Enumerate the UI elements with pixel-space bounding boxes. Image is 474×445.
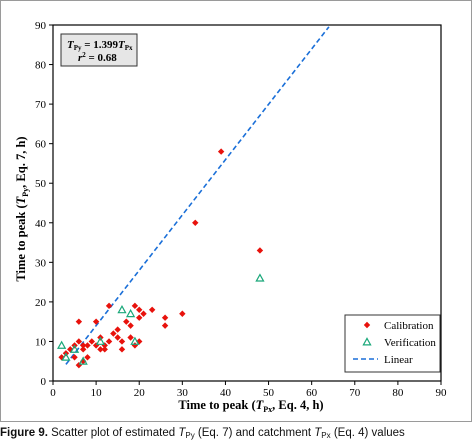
- x-axis-ticks: 0 10 20 30 40 50 60 70 80 90: [50, 381, 447, 399]
- figure-caption: Figure 9. Scatter plot of estimated TPy …: [0, 427, 405, 440]
- legend: Calibration Verification Linear: [344, 314, 441, 373]
- legend-label-calibration: Calibration: [384, 320, 434, 332]
- linear-trend-line: [65, 26, 330, 365]
- y-tick-label: 10: [35, 336, 47, 348]
- calibration-point: [88, 338, 95, 345]
- x-tick-label: 80: [392, 387, 404, 399]
- y-tick-label: 40: [35, 218, 47, 230]
- calibration-point: [75, 338, 83, 345]
- verification-point: [61, 352, 71, 361]
- calibration-point: [101, 346, 108, 353]
- calibration-point: [84, 342, 91, 349]
- plot-area-border: [52, 24, 442, 382]
- legend-item-calibration: Calibration: [363, 320, 434, 332]
- y-tick-label: 50: [35, 178, 47, 190]
- calibration-point: [92, 318, 100, 325]
- calibration-point: [79, 342, 87, 349]
- x-tick-label: 10: [91, 387, 103, 399]
- legend-marker-calibration: [363, 321, 371, 329]
- calibration-point: [161, 322, 169, 329]
- y-axis-ticks: 0 10 20 30 40 50 60 70 80 90: [35, 20, 53, 388]
- calibration-point: [105, 338, 113, 345]
- calibration-point: [127, 334, 134, 341]
- caption-label: Figure 9.: [0, 427, 48, 439]
- x-axis-label: Time to peak (TPx, Eq. 4, h): [178, 398, 323, 414]
- calibration-point: [140, 310, 147, 317]
- calibration-point: [179, 310, 186, 317]
- equation-box: TPy = 1.399TPx r2 = 0.68: [60, 33, 138, 67]
- y-tick-label: 30: [35, 257, 47, 269]
- calibration-point: [97, 346, 104, 353]
- calibration-point: [136, 314, 143, 321]
- legend-item-linear: Linear: [353, 354, 413, 366]
- y-tick-label: 70: [35, 99, 47, 111]
- legend-label-verification: Verification: [384, 337, 436, 349]
- verification-point: [57, 340, 67, 349]
- verification-point: [117, 304, 127, 314]
- x-tick-label: 0: [50, 387, 56, 399]
- x-tick-label: 50: [263, 387, 275, 399]
- calibration-point: [118, 346, 126, 353]
- trend-line-layer: [65, 26, 330, 365]
- verification-point: [78, 356, 88, 365]
- y-tick-label: 0: [41, 376, 47, 388]
- legend-marker-verification: [362, 337, 372, 346]
- y-tick-label: 60: [35, 139, 47, 151]
- calibration-point: [161, 314, 169, 321]
- scatter-chart: 0 10 20 30 40 50 60 70 80 90 0102030405060708090 …: [14, 20, 447, 414]
- verification-point: [95, 336, 106, 345]
- calibration-point: [75, 361, 83, 369]
- calibration-point: [131, 302, 139, 310]
- calibration-point: [131, 342, 139, 349]
- calibration-point: [118, 338, 126, 345]
- calibration-point: [192, 219, 199, 226]
- y-axis-label: Time to peak (TPy, Eq. 7, h): [14, 136, 30, 281]
- x-tick-label: 70: [349, 387, 361, 399]
- calibration-point: [92, 342, 100, 349]
- legend-item-verification: Verification: [362, 337, 436, 349]
- y-tick-label: 20: [35, 297, 47, 309]
- x-tick-label: 90: [436, 387, 448, 399]
- calibration-point: [148, 306, 156, 313]
- calibration-point: [114, 326, 121, 333]
- calibration-point: [110, 330, 117, 337]
- legend-box: [344, 314, 441, 373]
- axes: [52, 24, 442, 382]
- calibration-point: [256, 247, 264, 254]
- calibration-point: [71, 354, 78, 361]
- data-points: [57, 148, 265, 369]
- legend-label-linear: Linear: [384, 354, 413, 366]
- calibration-point: [217, 148, 225, 155]
- calibration-point: [79, 346, 87, 353]
- x-tick-label: 40: [220, 387, 232, 399]
- y-tick-label: 80: [35, 60, 47, 72]
- calibration-point: [105, 302, 113, 310]
- x-tick-label: 30: [177, 387, 189, 399]
- y-tick-label: 90: [35, 20, 47, 32]
- calibration-point: [123, 318, 130, 325]
- x-tick-label: 60: [306, 387, 318, 399]
- verification-point: [255, 273, 265, 282]
- calibration-point: [127, 322, 134, 329]
- x-tick-label: 20: [134, 387, 146, 399]
- calibration-point: [84, 354, 91, 361]
- equation-line: TPy = 1.399TPx: [67, 39, 133, 52]
- r-squared-line: r2 = 0.68: [78, 51, 117, 64]
- calibration-point: [75, 318, 83, 325]
- verification-point: [130, 336, 140, 345]
- verification-point: [125, 308, 136, 318]
- calibration-point: [114, 334, 121, 341]
- calibration-point: [136, 306, 143, 313]
- figure-frame: 0 10 20 30 40 50 60 70 80 90 0 10 20 30 40 50 60 70 80 90 …: [0, 0, 472, 422]
- verification-point: [69, 344, 80, 353]
